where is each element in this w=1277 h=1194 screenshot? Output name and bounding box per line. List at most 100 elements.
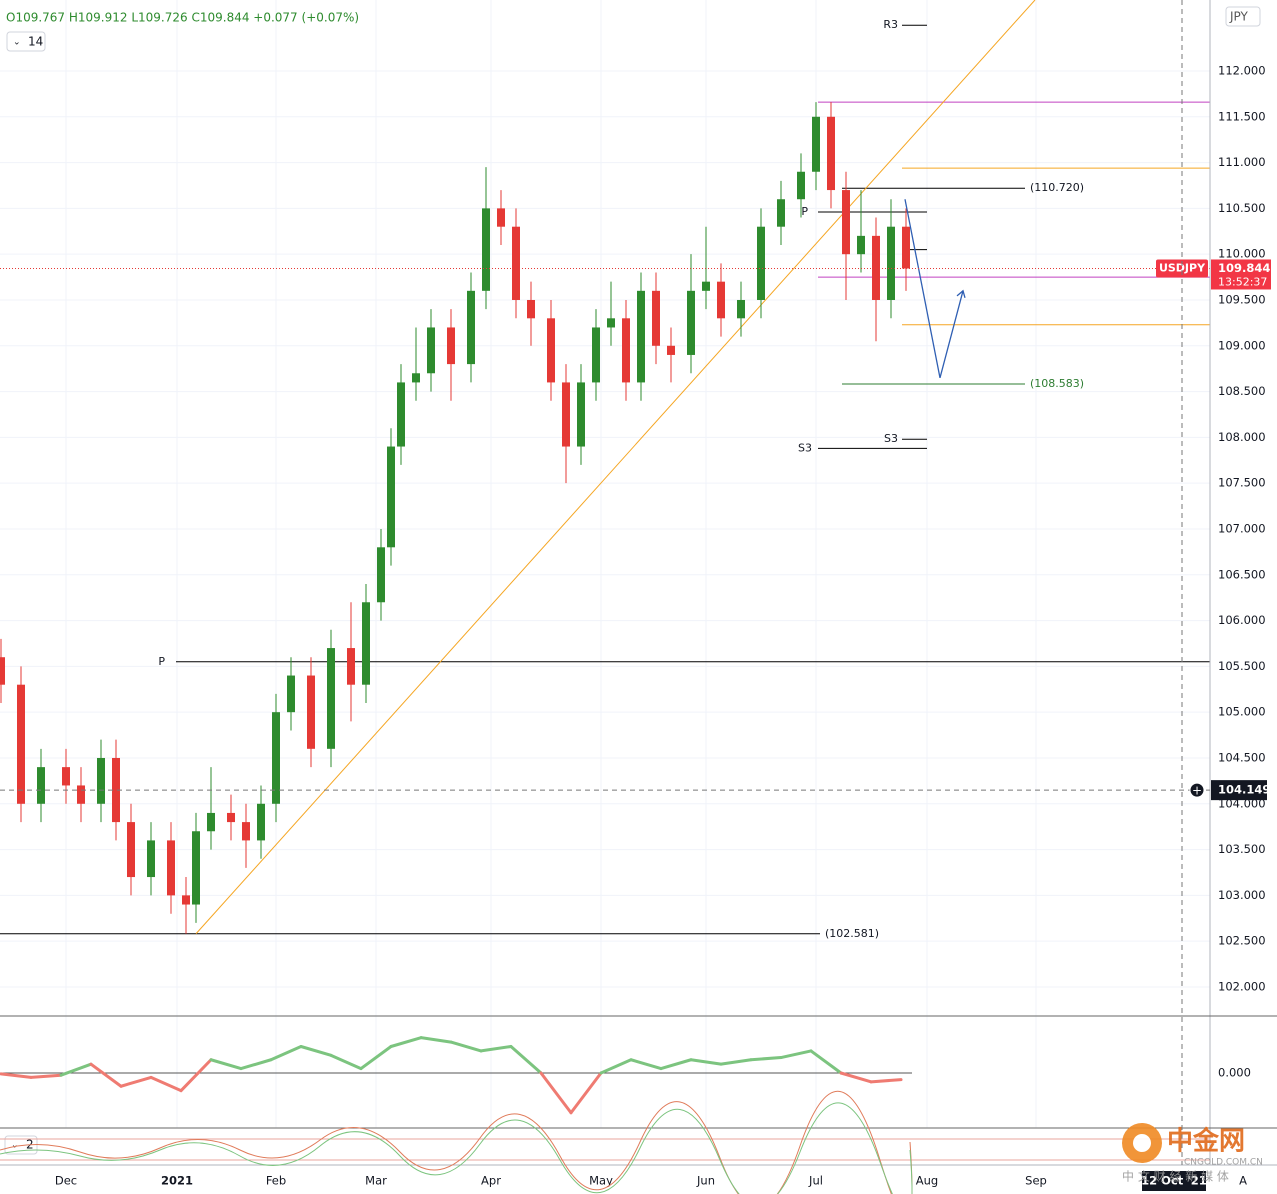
candle-body <box>397 382 405 447</box>
price-axis <box>1210 0 1277 1194</box>
grid <box>0 0 1210 1128</box>
osc-segment <box>119 1075 153 1088</box>
candle-body <box>272 712 280 804</box>
candle-body <box>482 208 490 291</box>
candle-body <box>512 226 520 300</box>
osc-segment <box>449 1040 483 1053</box>
osc-segment <box>149 1075 183 1093</box>
y-tick-label: 102.500 <box>1218 934 1266 948</box>
osc-segment <box>659 1058 693 1071</box>
candle-body <box>527 299 535 319</box>
osc-segment <box>569 1071 603 1115</box>
y-tick-label: 107.500 <box>1218 476 1266 490</box>
candle-body <box>857 235 865 255</box>
candle-body <box>97 757 105 804</box>
countdown: 13:52:37 <box>1218 275 1267 288</box>
candle-body <box>182 895 190 905</box>
candle-body <box>427 327 435 374</box>
osc-segment <box>359 1045 393 1071</box>
watermark: 中金网 CNGOLD.COM.CN 中 文 财 经 新 媒 体 <box>1122 1123 1263 1184</box>
osc-segment <box>779 1049 813 1060</box>
scale-mode: A <box>1239 1174 1247 1188</box>
candle-body <box>467 290 475 365</box>
candle-body <box>207 812 215 832</box>
y-tick-label: 111.500 <box>1218 109 1266 123</box>
crosshair-price-box <box>1211 780 1267 801</box>
candle-body <box>577 382 585 447</box>
candle-body <box>622 318 630 383</box>
candle-body <box>687 290 695 355</box>
osc-segment <box>509 1045 543 1075</box>
y-tick-label: 107.000 <box>1218 521 1266 535</box>
symbol-tag <box>1156 259 1208 278</box>
y-tick-label: 102.000 <box>1218 979 1266 993</box>
lower-oscillator <box>0 1090 913 1194</box>
candle-body <box>347 648 355 685</box>
candle-body <box>757 226 765 300</box>
y-tick-label: 108.000 <box>1218 430 1266 444</box>
candle-body <box>377 547 385 603</box>
level-label: R3 <box>883 18 898 31</box>
x-tick-label: Aug <box>916 1174 938 1188</box>
arrow-head <box>956 289 966 299</box>
indicator-length: 14 <box>28 35 43 49</box>
y-tick-label: 110.000 <box>1218 247 1266 261</box>
candle-body <box>447 327 455 365</box>
candle-body <box>147 840 155 878</box>
candle-body <box>412 373 420 383</box>
y-tick-label: 112.000 <box>1218 63 1266 77</box>
candle-body <box>192 831 200 905</box>
y-tick-label: 104.500 <box>1218 750 1266 764</box>
candle-body <box>0 657 5 685</box>
candle-body <box>257 803 265 841</box>
ohlc-legend: O109.767 H109.912 L109.726 C109.844 +0.0… <box>6 11 359 25</box>
crosshair-date: 12 Oct '21 <box>1141 1174 1207 1188</box>
x-tick-label: Jun <box>696 1174 715 1188</box>
crosshair-plus: + <box>1192 784 1202 798</box>
x-tick-label: Apr <box>481 1174 501 1188</box>
osc-segment <box>419 1036 453 1044</box>
indicator-box[interactable] <box>6 31 46 52</box>
x-tick-label: 2021 <box>161 1174 193 1188</box>
level-label: P <box>158 655 165 668</box>
osc-segment <box>59 1062 93 1077</box>
forecast-path <box>904 199 964 379</box>
candle-body <box>387 446 395 548</box>
candle-body <box>547 318 555 383</box>
osc-segment <box>539 1071 573 1115</box>
candle-body <box>737 299 745 319</box>
osc-segment <box>209 1058 243 1071</box>
osc-segment <box>719 1058 753 1066</box>
y-tick-label: 110.500 <box>1218 201 1266 215</box>
candle-body <box>652 290 660 346</box>
level-label: P <box>801 205 808 218</box>
watermark-logo <box>1133 1134 1151 1152</box>
candle-body <box>562 382 570 447</box>
currency-box[interactable] <box>1225 6 1261 27</box>
candle-body <box>242 822 250 841</box>
osc-segment <box>269 1045 303 1062</box>
candle-body <box>842 190 850 255</box>
candle-body <box>592 327 600 383</box>
collapse-icon: ⌄ <box>13 38 21 48</box>
osc-segment <box>479 1045 513 1053</box>
candle-body <box>637 290 645 383</box>
osc-segment <box>599 1058 633 1075</box>
osc-segment <box>179 1058 213 1093</box>
x-tick-label: Mar <box>365 1174 387 1188</box>
price-tag <box>1211 259 1271 290</box>
watermark-site: CNGOLD.COM.CN <box>1184 1158 1263 1168</box>
candle-body <box>497 208 505 227</box>
candle-body <box>872 235 880 300</box>
collapse-icon: ⌄ <box>11 1141 19 1151</box>
crosshair-date-box <box>1142 1171 1206 1191</box>
candle-body <box>702 281 710 291</box>
candle-body <box>717 281 725 319</box>
y-tick-label: 106.500 <box>1218 567 1266 581</box>
candle-body <box>112 757 120 823</box>
osc-segment <box>299 1045 333 1057</box>
osc-tick-label: 0.000 <box>1218 1066 1251 1080</box>
level-label: (108.583) <box>1030 377 1084 390</box>
